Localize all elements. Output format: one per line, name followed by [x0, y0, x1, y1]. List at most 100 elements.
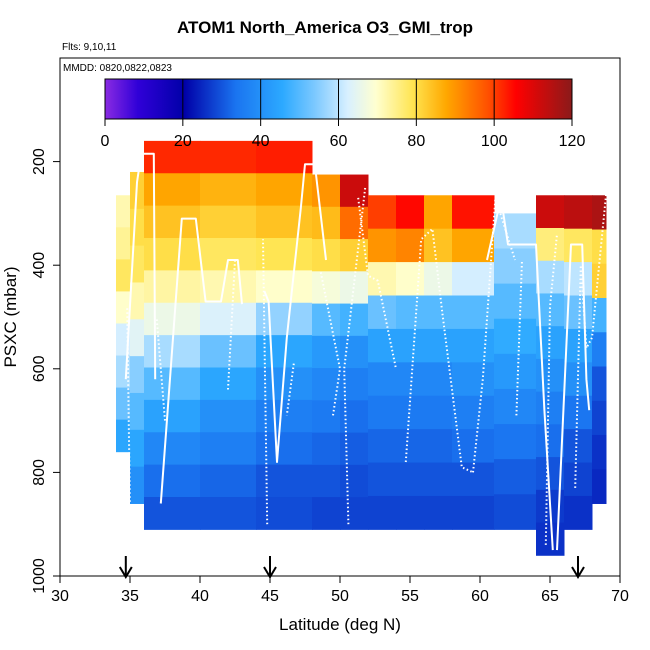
flight-track-dotted — [404, 226, 474, 474]
heatmap-cell — [368, 395, 397, 430]
heatmap-cell — [592, 195, 607, 231]
heatmap-cell — [494, 388, 537, 425]
flight-track-solid — [159, 217, 243, 504]
y-tick-label: 1000 — [31, 558, 48, 594]
heatmap-cell — [368, 462, 397, 497]
heatmap-cell — [564, 228, 593, 263]
heatmap-cell — [340, 174, 369, 208]
heatmap-cell — [368, 495, 397, 530]
flight-track-solid — [124, 152, 157, 380]
heatmap-cell — [256, 432, 313, 466]
heatmap-cell — [424, 362, 453, 397]
heatmap-cell — [256, 497, 313, 530]
heatmap-cell — [396, 362, 425, 397]
colorbar-tick-label: 0 — [101, 133, 110, 150]
x-tick-label: 60 — [471, 588, 489, 605]
heatmap-cell — [312, 368, 341, 401]
heatmap-cell — [396, 328, 425, 363]
x-axis: 30 35 40 45 50 55 60 65 70 — [51, 576, 629, 605]
heatmap-cell — [340, 432, 369, 466]
heatmap-cell — [424, 495, 453, 530]
heatmap-cell — [200, 205, 257, 239]
heatmap-cell — [312, 271, 341, 305]
heatmap-cell — [116, 419, 131, 453]
heatmap-cell — [144, 464, 201, 498]
heatmap-cell — [368, 295, 397, 330]
colorbar-tick-label: 100 — [481, 133, 508, 150]
heatmap-cell — [256, 464, 313, 498]
heatmap-cell — [494, 283, 537, 320]
heatmap-cell — [256, 205, 313, 239]
flight-track-dotted — [126, 306, 131, 514]
heatmap-cell — [340, 400, 369, 434]
heatmap-cell — [396, 462, 425, 497]
heatmap-cell — [144, 302, 201, 336]
heatmap-cell — [312, 400, 341, 434]
heatmap-cell — [200, 238, 257, 271]
heatmap-cell — [494, 213, 537, 250]
heatmap-cell — [116, 387, 131, 421]
dates-label: MMDD: 0820,0822,0823 — [63, 63, 172, 74]
y-tick-label: 800 — [31, 459, 48, 486]
heatmap-cell — [424, 429, 453, 464]
heatmap-cell — [452, 495, 495, 530]
heatmap-cell — [494, 318, 537, 355]
heatmap-cell — [494, 248, 537, 285]
heatmap-cell — [536, 227, 565, 262]
heatmap-cell — [256, 140, 313, 174]
heatmap-cell — [424, 195, 453, 230]
heatmap-cell — [116, 259, 131, 292]
heatmap-cell — [144, 270, 201, 304]
flights-label: Flts: 9,10,11 — [62, 42, 117, 53]
heatmap-cell — [592, 332, 607, 367]
heatmap-cell — [536, 391, 565, 425]
heatmap-cell — [312, 206, 341, 240]
latitude-arrows — [118, 556, 585, 579]
flight-track-dotted — [155, 316, 166, 421]
heatmap-cell — [200, 432, 257, 466]
heatmap-cell — [536, 358, 565, 393]
heatmap-cell — [494, 494, 537, 530]
heatmap-cell — [116, 195, 131, 228]
heatmap-cell — [424, 295, 453, 330]
x-tick-label: 40 — [191, 588, 209, 605]
colorbar-tick-label: 20 — [174, 133, 192, 150]
flight-track-dotted — [285, 363, 295, 416]
heatmap-cell — [452, 395, 495, 430]
heatmap-cell — [452, 362, 495, 397]
heatmap-cell — [116, 227, 131, 260]
heatmap-cell — [200, 497, 257, 530]
heatmap-cell — [340, 303, 369, 337]
heatmap-cell — [592, 366, 607, 402]
heatmap-cell — [130, 282, 145, 320]
colorbar-ticks: 0 20 40 60 80 100 120 — [101, 79, 586, 150]
flight-track-solid — [263, 163, 327, 463]
heatmap-cell — [312, 432, 341, 466]
latitude-arrow — [118, 556, 133, 579]
y-axis-label: PSXC (mbar) — [1, 266, 20, 367]
heatmap-cell — [564, 429, 593, 464]
heatmap-cell — [424, 395, 453, 430]
heatmap-cell — [340, 206, 369, 240]
latitude-arrow — [263, 556, 277, 579]
flight-tracks — [124, 152, 612, 551]
heatmap-cell — [452, 195, 495, 230]
heatmap-cell — [200, 464, 257, 498]
colorbar-tick-label: 40 — [252, 133, 270, 150]
heatmap-cell — [396, 195, 425, 230]
heatmap-cell — [256, 302, 313, 336]
heatmap-cell — [144, 173, 201, 207]
heatmap-cell — [396, 295, 425, 330]
colorbar-tick-label: 60 — [330, 133, 348, 150]
heatmap-cell — [200, 399, 257, 433]
colorbar-tick-label: 120 — [559, 133, 586, 150]
heatmap-cell — [452, 328, 495, 363]
heatmap-cell — [256, 238, 313, 271]
heatmap-cell — [368, 195, 397, 230]
heatmap-cell — [424, 328, 453, 363]
heatmap-cell — [340, 239, 369, 272]
heatmap-cell — [564, 195, 593, 230]
heatmap-cell — [130, 208, 145, 247]
heatmap-cell — [536, 195, 565, 229]
